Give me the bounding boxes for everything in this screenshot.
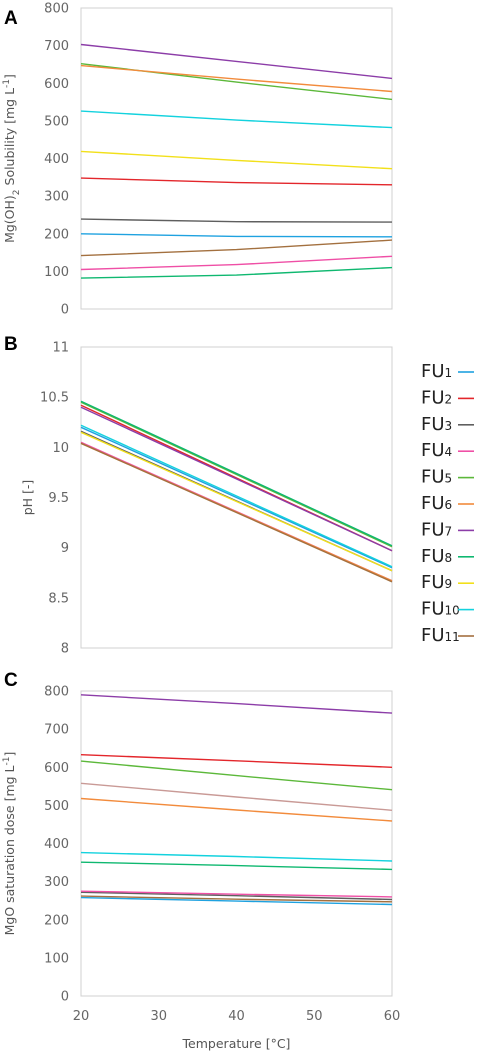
panel-letter: A bbox=[4, 8, 18, 29]
series-line-fu10 bbox=[80, 424, 393, 568]
x-tick-label: 30 bbox=[150, 1009, 167, 1024]
legend-label: FU10 bbox=[421, 599, 460, 620]
series-line-fu7 bbox=[80, 406, 393, 552]
series-line-fu2 bbox=[80, 754, 393, 768]
y-tick-label: 11 bbox=[52, 341, 69, 356]
series-line-fu1 bbox=[80, 896, 393, 906]
series-line-fu6 bbox=[80, 64, 393, 93]
plot-frame bbox=[80, 7, 393, 310]
legend: FU1 FU2 FU3 FU4 FU5 FU6 FU7 FU8 FU9 FU10 FU11 bbox=[421, 361, 474, 646]
legend-label: FU7 bbox=[421, 519, 452, 540]
y-tick-label: 700 bbox=[44, 39, 69, 54]
series-line-fu1 bbox=[80, 233, 393, 238]
series-line-fu7 bbox=[80, 694, 393, 714]
x-tick-label: 50 bbox=[306, 1009, 323, 1024]
series-line-fu10 bbox=[80, 110, 393, 129]
series-line-fu5 bbox=[80, 401, 393, 548]
y-tick-label: 8.5 bbox=[48, 591, 69, 606]
y-tick-label: 100 bbox=[44, 951, 69, 966]
series-line-fu11 bbox=[80, 239, 393, 257]
series-line-fu6 bbox=[80, 797, 393, 822]
y-tick-label: 10 bbox=[52, 441, 69, 456]
legend-label: FU2 bbox=[421, 387, 452, 408]
y-tick-label: 800 bbox=[44, 2, 69, 17]
y-tick-label: 300 bbox=[44, 875, 69, 890]
series-line-fu7 bbox=[80, 43, 393, 80]
panel-c-mgo-dose-chart: C 0 100 200 300 400 500 600 700 800 20 30 40 50 60 MgO … bbox=[2, 670, 400, 1051]
y-tick-label: 100 bbox=[44, 265, 69, 280]
series-line-fu3 bbox=[80, 218, 393, 223]
legend-label: FU11 bbox=[421, 625, 460, 646]
series-line-fu11 bbox=[80, 442, 393, 583]
x-tick-label: 60 bbox=[384, 1009, 401, 1024]
y-tick-label: 500 bbox=[44, 114, 69, 129]
y-axis-label: MgO saturation dose [mg L-1] bbox=[2, 752, 17, 936]
series-line-fu2 bbox=[80, 177, 393, 186]
series-line-fu9 bbox=[80, 431, 393, 572]
plot-frame bbox=[80, 690, 393, 997]
panel-b-ph-chart: B 8 8.5 9 9.5 10 10.5 11 pH [-] bbox=[4, 334, 393, 657]
legend-label: FU6 bbox=[421, 493, 452, 514]
x-axis-label: Temperature [°C] bbox=[182, 1036, 291, 1051]
plot-frame bbox=[80, 346, 393, 649]
series-line-fu9 bbox=[80, 150, 393, 170]
y-tick-label: 200 bbox=[44, 913, 69, 928]
y-tick-label: 400 bbox=[44, 152, 69, 167]
y-tick-label: 0 bbox=[61, 303, 69, 318]
legend-label: FU1 bbox=[421, 361, 452, 382]
series-line-fu4 bbox=[80, 890, 393, 898]
y-tick-label: 500 bbox=[44, 799, 69, 814]
y-tick-label: 200 bbox=[44, 227, 69, 242]
series-line-fu10 bbox=[80, 851, 393, 862]
legend-label: FU5 bbox=[421, 467, 452, 488]
y-tick-label: 600 bbox=[44, 761, 69, 776]
y-axis-label: pH [-] bbox=[20, 480, 35, 516]
y-tick-label: 800 bbox=[44, 685, 69, 700]
y-tick-label: 600 bbox=[44, 77, 69, 92]
series-line-fu4 bbox=[80, 255, 393, 271]
x-tick-label: 20 bbox=[73, 1009, 90, 1024]
legend-label: FU9 bbox=[421, 572, 452, 593]
y-tick-label: 700 bbox=[44, 723, 69, 738]
series-line-fu8 bbox=[80, 400, 393, 547]
series-line-fu9 bbox=[80, 782, 393, 811]
y-axis-label: Mg(OH)2 Solubility [mg L-1] bbox=[2, 74, 22, 243]
legend-label: FU4 bbox=[421, 440, 452, 461]
y-tick-label: 400 bbox=[44, 837, 69, 852]
y-tick-label: 10.5 bbox=[40, 391, 69, 406]
panel-letter: B bbox=[4, 334, 18, 355]
series-line-fu5 bbox=[80, 760, 393, 791]
series-line-fu1 bbox=[80, 426, 393, 569]
y-tick-label: 9 bbox=[61, 541, 69, 556]
y-tick-label: 9.5 bbox=[48, 491, 69, 506]
panel-letter: C bbox=[4, 670, 18, 691]
legend-label: FU3 bbox=[421, 414, 452, 435]
series-line-fu8 bbox=[80, 266, 393, 279]
legend-label: FU8 bbox=[421, 546, 452, 567]
x-tick-label: 40 bbox=[228, 1009, 245, 1024]
y-tick-label: 8 bbox=[61, 642, 69, 657]
y-tick-label: 300 bbox=[44, 190, 69, 205]
panel-a-solubility-chart: A 0 100 200 300 400 500 600 700 800 Mg(OH)2 Solubi… bbox=[2, 2, 393, 318]
series-line-fu11 bbox=[80, 895, 393, 903]
y-tick-label: 0 bbox=[61, 990, 69, 1005]
series-line-fu3 bbox=[80, 891, 393, 901]
series-line-fu8 bbox=[80, 861, 393, 871]
